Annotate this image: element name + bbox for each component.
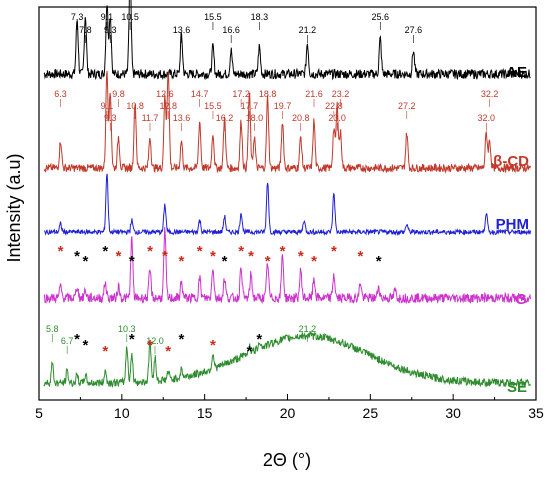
peak-label: 18.3 — [251, 12, 269, 22]
peak-label: 15.5 — [204, 101, 222, 111]
x-tick-label: 20 — [280, 405, 296, 421]
peak-star-marker: * — [331, 243, 337, 260]
peak-label: 11.7 — [142, 113, 159, 123]
peak-label: 5.8 — [46, 324, 59, 334]
peak-star-marker: * — [357, 248, 363, 265]
peak-label: 10.8 — [126, 101, 144, 111]
peak-star-marker: * — [265, 253, 271, 270]
series-name-G: G — [515, 291, 527, 308]
peak-star-marker: * — [179, 253, 185, 270]
peak-star-marker: * — [298, 248, 304, 265]
peak-star-marker: * — [102, 343, 108, 360]
peak-star-marker: * — [280, 243, 286, 260]
peak-star-marker: * — [197, 243, 203, 260]
peak-label: 21.2 — [299, 25, 317, 35]
x-tick-label: 35 — [528, 405, 544, 421]
peak-star-marker: * — [256, 331, 262, 348]
series-name-β-CD: β-CD — [493, 153, 529, 170]
series-name-SE: SE — [507, 379, 527, 396]
peak-label: 22.8 — [325, 101, 343, 111]
peak-label: 6.3 — [54, 89, 67, 99]
peak-label: 16.6 — [222, 25, 240, 35]
peak-star-marker: * — [74, 331, 80, 348]
x-tick-label: 25 — [363, 405, 379, 421]
peak-label: 17.7 — [241, 101, 259, 111]
peak-star-marker: * — [165, 343, 171, 360]
peak-label: 10.3 — [118, 324, 136, 334]
peak-label: 20.8 — [292, 113, 310, 123]
peak-star-marker: * — [82, 253, 88, 270]
x-tick-label: 30 — [445, 405, 461, 421]
peak-star-marker: * — [246, 343, 252, 360]
peak-label: 9.3 — [104, 25, 117, 35]
x-tick-label: 10 — [114, 405, 130, 421]
peak-label: 12.8 — [159, 101, 177, 111]
peak-label: 16.2 — [216, 113, 234, 123]
peak-star-marker: * — [129, 331, 135, 348]
peak-star-marker: * — [311, 253, 317, 270]
peak-label: 27.2 — [398, 101, 416, 111]
peak-label: 13.6 — [173, 25, 191, 35]
peak-star-marker: * — [102, 243, 108, 260]
peak-label: 19.7 — [274, 101, 292, 111]
peak-label: 10.5 — [121, 12, 139, 22]
peak-label: 9.1 — [101, 12, 114, 22]
series-line-SE — [43, 330, 531, 388]
peak-label: 18.0 — [246, 113, 264, 123]
peak-star-marker: * — [82, 337, 88, 354]
peak-star-marker: * — [129, 253, 135, 270]
series-line-β-CD — [43, 70, 531, 174]
series-line-PHM — [43, 173, 531, 237]
series-line-G — [43, 227, 531, 305]
peak-label: 17.2 — [232, 89, 250, 99]
peak-label: 12.6 — [156, 89, 174, 99]
peak-label: 7.8 — [79, 25, 92, 35]
peak-label: 21.2 — [299, 324, 317, 334]
peak-star-marker: * — [179, 331, 185, 348]
peak-label: 9.8 — [112, 89, 125, 99]
peak-label: 25.6 — [372, 12, 390, 22]
plot-layer: AE7.37.89.19.310.513.615.516.618.321.225… — [43, 0, 531, 396]
peak-star-marker: * — [116, 248, 122, 265]
series-name-AE: AE — [506, 64, 527, 81]
peak-star-marker: * — [74, 248, 80, 265]
peak-label: 32.0 — [478, 113, 496, 123]
peak-star-marker: * — [58, 243, 64, 260]
peak-label: 23.0 — [328, 113, 346, 123]
peak-label: 12.0 — [146, 336, 164, 346]
peak-star-marker: * — [147, 337, 153, 354]
axis-layer: 5 10 15 20 25 30 35 — [35, 6, 544, 421]
y-axis-label: Intensity (a.u) — [4, 153, 24, 262]
peak-label: 13.6 — [173, 113, 191, 123]
x-tick-label: 15 — [197, 405, 213, 421]
peak-label: 15.5 — [204, 12, 222, 22]
x-tick-label: 5 — [35, 405, 43, 421]
series-name-PHM: PHM — [496, 216, 529, 233]
peak-star-marker: * — [147, 243, 153, 260]
peak-label: 9.1 — [101, 101, 114, 111]
peak-star-marker: * — [222, 253, 228, 270]
peak-label: 27.6 — [405, 25, 423, 35]
peak-label: 32.2 — [481, 89, 499, 99]
peak-label: 9.3 — [104, 113, 117, 123]
peak-label: 23.2 — [332, 89, 350, 99]
peak-star-marker: * — [210, 337, 216, 354]
x-axis-label: 2Θ (°) — [263, 450, 311, 470]
peak-star-marker: * — [376, 253, 382, 270]
peak-star-marker: * — [248, 248, 254, 265]
peak-star-marker: * — [210, 248, 216, 265]
peak-label: 6.7 — [61, 336, 74, 346]
peak-star-marker: * — [238, 243, 244, 260]
peak-label: 7.3 — [71, 12, 84, 22]
peak-label: 18.8 — [259, 89, 277, 99]
peak-star-marker: * — [162, 248, 168, 265]
peak-label: 21.6 — [305, 89, 323, 99]
series-line-AE — [43, 0, 531, 81]
peak-label: 14.7 — [191, 89, 209, 99]
